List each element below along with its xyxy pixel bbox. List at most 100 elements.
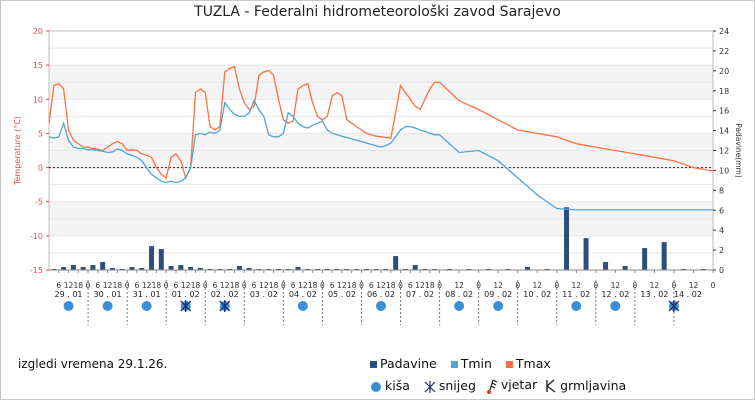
- x-tick-label: 12: [181, 281, 191, 290]
- x-day-label: 02 . 02: [211, 290, 239, 299]
- x-tick-label: 18: [152, 281, 162, 290]
- series-line-tmax: [48, 65, 714, 180]
- x-day-label: 07 . 02: [406, 290, 434, 299]
- y2-tick-label: 22: [719, 47, 729, 56]
- x-day-label: 06 . 02: [367, 290, 395, 299]
- x-tick-label: 12: [337, 281, 347, 290]
- legend-symbols: kiša snijeg vjetar grmljavina: [370, 377, 636, 394]
- precip-bar: [564, 207, 570, 270]
- x-tick-label: 12: [376, 281, 386, 290]
- precip-bar: [524, 267, 530, 270]
- x-tick-label: 12: [298, 281, 308, 290]
- x-tick-label: 18: [425, 281, 435, 290]
- precip-bar: [236, 266, 242, 270]
- legend-item-tmin: Tmin: [450, 356, 492, 371]
- precip-bar: [70, 265, 76, 270]
- precip-bar: [158, 249, 164, 270]
- x-tick-label: 18: [386, 281, 396, 290]
- x-tick-label: 12: [650, 281, 660, 290]
- y-tick-label: 10: [33, 95, 43, 104]
- legend-item-kisa: kiša: [370, 378, 410, 393]
- x-tick-label: 12: [259, 281, 269, 290]
- y-tick-label: -5: [35, 198, 43, 207]
- legend-label-kisa: kiša: [385, 378, 410, 393]
- x-day-label: 14 . 02: [674, 290, 702, 299]
- y2-tick-label: 10: [719, 166, 729, 175]
- x-tick-label: 6: [252, 281, 257, 290]
- x-day-label: 08 . 02: [445, 290, 473, 299]
- rain-icon: [571, 301, 582, 311]
- x-day-label: 01 . 02: [172, 290, 200, 299]
- rain-icon: [493, 301, 504, 311]
- legend-item-tmax: Tmax: [505, 356, 551, 371]
- y-tick-label: 15: [33, 61, 43, 70]
- x-tick-label: 6: [213, 281, 218, 290]
- rain-icon: [610, 301, 621, 311]
- y2-tick-label: 18: [719, 87, 729, 96]
- precip-bar: [168, 266, 174, 270]
- rain-icon: [454, 301, 465, 311]
- tmin-swatch: [450, 361, 458, 368]
- rain-icon: [141, 301, 152, 311]
- rain-icon: [371, 381, 381, 392]
- y2-axis-label: Padavine(mm): [734, 123, 743, 178]
- wind-icon: [486, 379, 498, 394]
- x-day-label: 03 . 02: [250, 290, 278, 299]
- x-tick-label: 12: [103, 281, 113, 290]
- series-line-tmin: [48, 99, 713, 211]
- x-tick-label: 0: [711, 281, 716, 290]
- legend-series: Padavine Tmin Tmax: [370, 355, 561, 371]
- x-tick-label: 6: [95, 281, 100, 290]
- legend-label-tmin: Tmin: [460, 356, 492, 371]
- precip-bar: [188, 267, 194, 270]
- precip-bar: [90, 265, 96, 270]
- legend-item-vjetar: vjetar: [484, 377, 537, 394]
- x-tick-label: 18: [113, 281, 123, 290]
- x-day-label: 29 . 01: [55, 290, 83, 299]
- snow-icon: [424, 380, 436, 393]
- x-tick-label: 12: [454, 281, 464, 290]
- precip-bar: [661, 242, 667, 270]
- padavine-swatch: [370, 361, 377, 368]
- x-tick-label: 6: [408, 281, 413, 290]
- y-tick-label: -15: [30, 266, 43, 275]
- y2-tick-label: 14: [719, 127, 729, 136]
- precip-bar: [603, 262, 609, 270]
- y-tick-label: 20: [33, 27, 43, 36]
- y2-tick-label: 4: [719, 226, 724, 235]
- legend-label-snijeg: snijeg: [438, 378, 476, 393]
- precip-bar: [139, 268, 145, 270]
- thunder-icon: [546, 379, 556, 393]
- x-tick-label: 18: [74, 281, 84, 290]
- precip-bar: [197, 268, 203, 270]
- x-tick-label: 6: [174, 281, 179, 290]
- x-day-label: 04 . 02: [289, 290, 317, 299]
- y2-tick-label: 2: [719, 246, 724, 255]
- x-day-label: 09 . 02: [484, 290, 512, 299]
- x-tick-label: 12: [572, 281, 582, 290]
- precip-bar: [642, 248, 648, 270]
- x-tick-label: 12: [689, 281, 699, 290]
- precip-bar: [129, 267, 135, 270]
- legend-label-grmljavina: grmljavina: [560, 377, 627, 393]
- tmax-swatch: [505, 361, 513, 368]
- y-tick-label: 0: [38, 164, 43, 173]
- y2-tick-label: 0: [719, 266, 724, 275]
- forecast-chart: -15-10-505101520024681012141618202224Tem…: [13, 27, 743, 325]
- legend-item-grmljavina: grmljavina: [545, 378, 626, 394]
- legend-label-tmax: Tmax: [515, 356, 551, 371]
- x-tick-label: 18: [191, 281, 201, 290]
- x-day-label: 13 . 02: [640, 290, 668, 299]
- chart-title: TUZLA - Federalni hidrometeorološki zavo…: [194, 4, 561, 20]
- x-tick-label: 12: [220, 281, 230, 290]
- x-tick-label: 6: [369, 281, 374, 290]
- precip-bar: [393, 256, 399, 270]
- y2-tick-label: 12: [719, 147, 729, 156]
- y2-tick-label: 20: [719, 67, 729, 76]
- precip-bar: [622, 266, 628, 270]
- precip-bar: [109, 268, 115, 270]
- x-tick-label: 6: [291, 281, 296, 290]
- snow-icon: [668, 300, 680, 312]
- y-tick-label: -10: [30, 232, 43, 241]
- x-tick-label: 12: [64, 281, 74, 290]
